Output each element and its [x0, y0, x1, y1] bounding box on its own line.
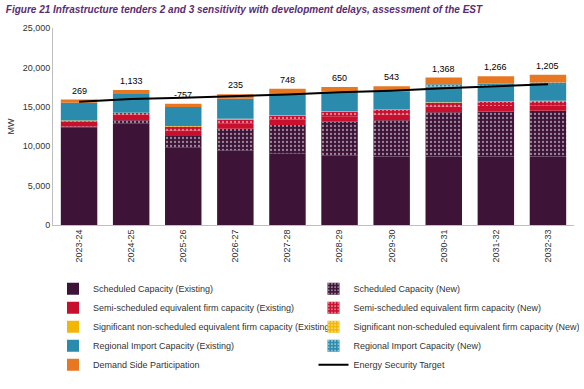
svg-text:2023-24: 2023-24 [74, 230, 84, 263]
svg-text:748: 748 [280, 75, 295, 85]
svg-text:2031-32: 2031-32 [491, 230, 501, 263]
svg-text:2032-33: 2032-33 [543, 230, 553, 263]
svg-text:2027-28: 2027-28 [282, 230, 292, 263]
svg-text:Significant non-scheduled equi: Significant non-scheduled equivalent fir… [354, 322, 580, 332]
svg-text:Regional Import Capacity (Exis: Regional Import Capacity (Existing) [93, 341, 234, 351]
svg-text:1,133: 1,133 [120, 76, 143, 86]
svg-text:0: 0 [45, 220, 50, 230]
svg-text:10,000: 10,000 [23, 141, 51, 151]
svg-text:20,000: 20,000 [23, 63, 51, 73]
svg-text:1,205: 1,205 [536, 61, 559, 71]
svg-text:2024-25: 2024-25 [126, 230, 136, 263]
svg-text:2029-30: 2029-30 [387, 230, 397, 263]
svg-text:650: 650 [332, 73, 347, 83]
svg-text:235: 235 [228, 80, 243, 90]
svg-text:25,000: 25,000 [23, 23, 51, 33]
svg-text:Demand Side Participation: Demand Side Participation [93, 360, 200, 370]
svg-text:Figure 21 Infrastructure tende: Figure 21 Infrastructure tenders 2 and 3… [6, 4, 483, 15]
svg-text:15,000: 15,000 [23, 102, 51, 112]
svg-text:-757: -757 [174, 90, 192, 100]
svg-text:MW: MW [6, 118, 16, 134]
svg-text:Regional Import Capacity (New): Regional Import Capacity (New) [354, 341, 482, 351]
svg-text:2025-26: 2025-26 [178, 230, 188, 263]
svg-text:Scheduled Capacity (Existing): Scheduled Capacity (Existing) [93, 284, 213, 294]
svg-text:1,266: 1,266 [484, 62, 507, 72]
svg-text:543: 543 [384, 72, 399, 82]
svg-text:Significant non-scheduled equi: Significant non-scheduled equivalent fir… [93, 322, 333, 332]
svg-text:1,368: 1,368 [432, 64, 455, 74]
svg-text:2026-27: 2026-27 [230, 230, 240, 263]
svg-text:Energy Security Target: Energy Security Target [354, 360, 445, 370]
svg-text:269: 269 [72, 86, 87, 96]
svg-text:2028-29: 2028-29 [334, 230, 344, 263]
svg-text:5,000: 5,000 [28, 181, 51, 191]
svg-text:Scheduled Capacity (New): Scheduled Capacity (New) [354, 284, 461, 294]
svg-text:Semi-scheduled equivalent firm: Semi-scheduled equivalent firm capacity … [354, 303, 542, 313]
svg-text:Semi-scheduled equivalent firm: Semi-scheduled equivalent firm capacity … [93, 303, 294, 313]
svg-text:2030-31: 2030-31 [439, 230, 449, 263]
